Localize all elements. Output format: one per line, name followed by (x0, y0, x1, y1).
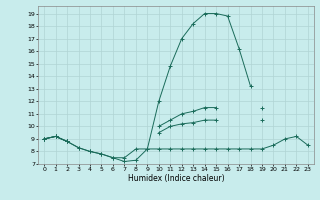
X-axis label: Humidex (Indice chaleur): Humidex (Indice chaleur) (128, 174, 224, 183)
